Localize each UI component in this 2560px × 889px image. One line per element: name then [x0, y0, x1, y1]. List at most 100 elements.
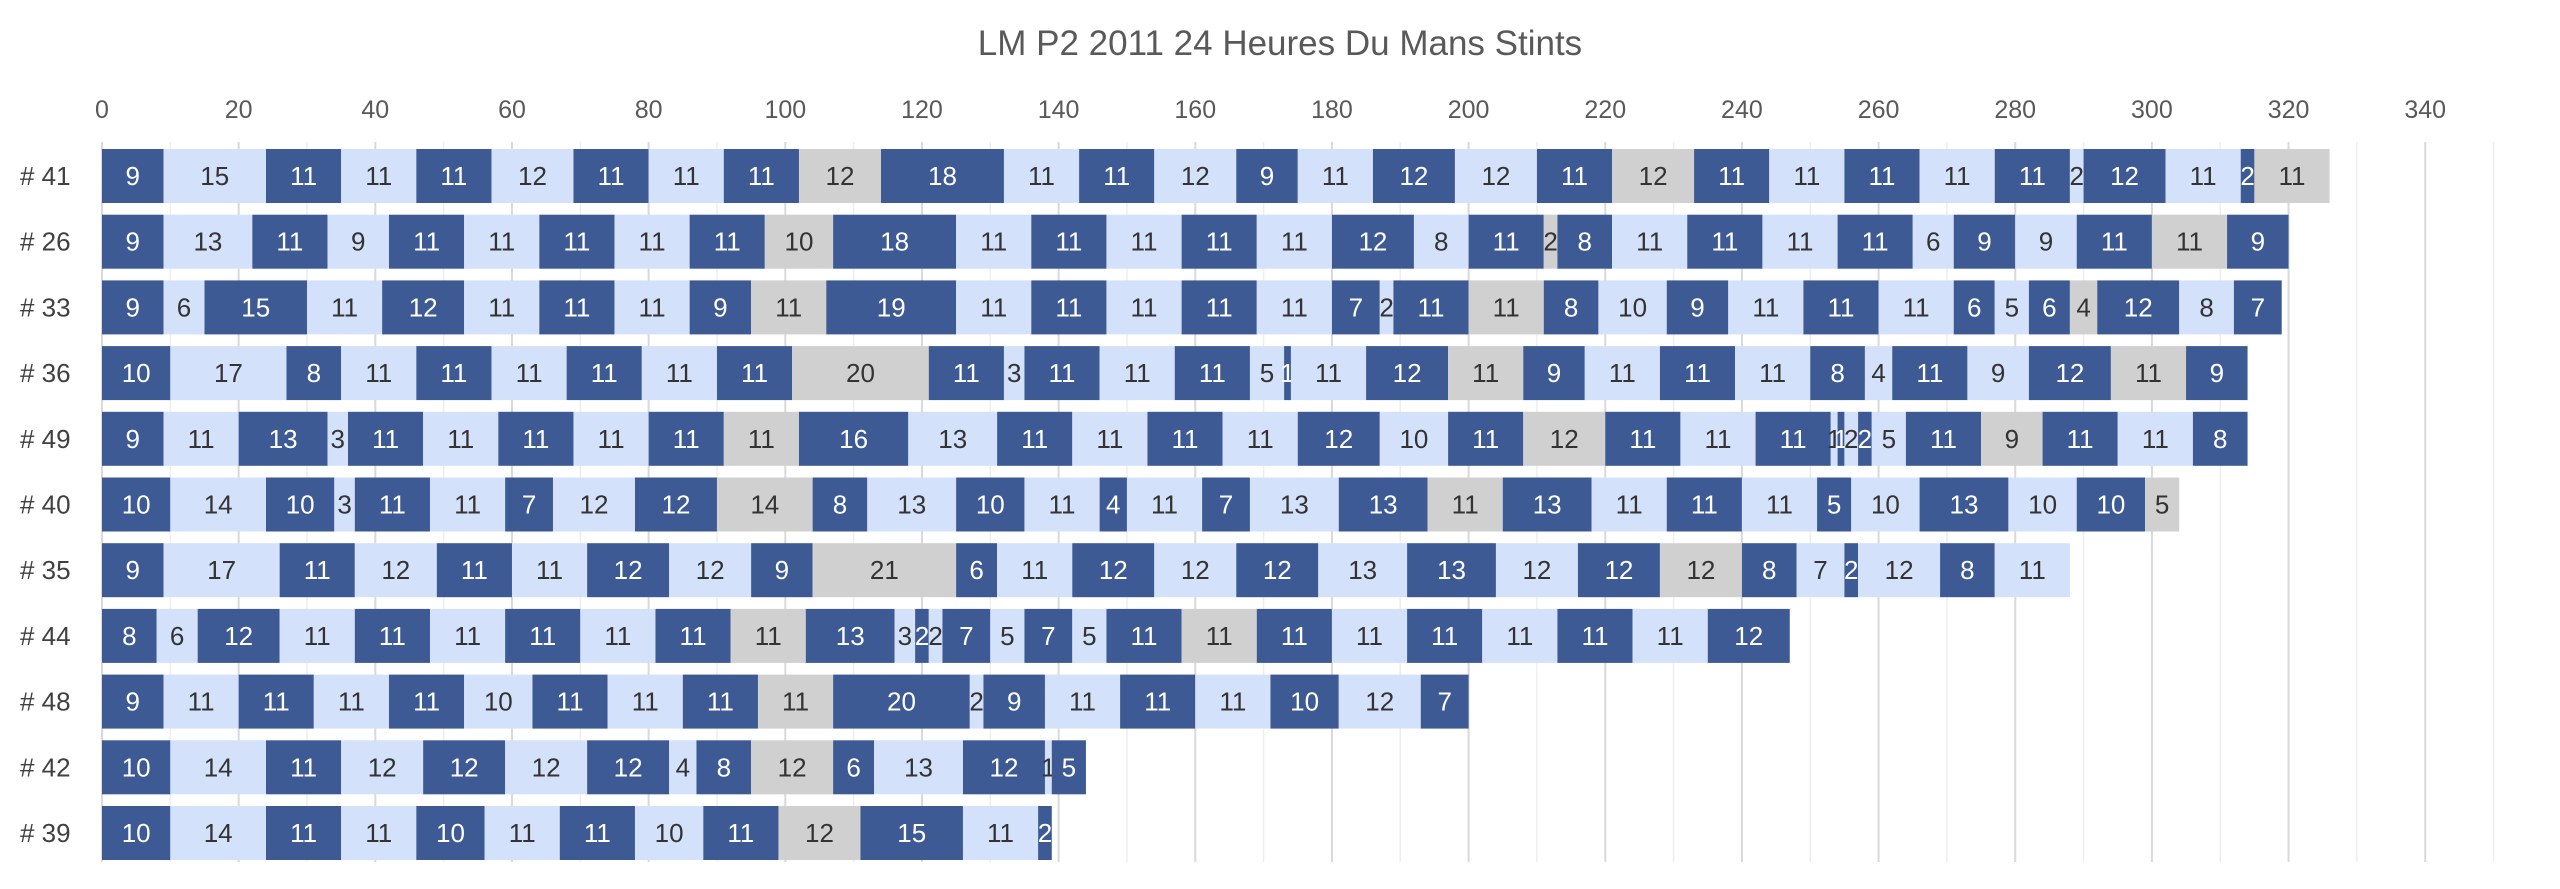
stint-label: 11 — [2135, 358, 2162, 388]
stint-label: 11 — [980, 227, 1007, 257]
x-tick-label: 240 — [1721, 96, 1763, 124]
stint-label: 8 — [1564, 292, 1578, 322]
stint-bar — [1044, 740, 1052, 795]
stint-label: 7 — [1437, 687, 1451, 717]
stint-bar — [279, 543, 355, 598]
stint-label: 10 — [122, 490, 151, 520]
stint-label: 10 — [976, 490, 1005, 520]
stint-bar — [751, 740, 834, 795]
row-label: # 41 — [20, 161, 71, 191]
stint-bar — [634, 477, 717, 532]
stint-label: 12 — [614, 752, 643, 782]
stint-bar — [1393, 280, 1469, 335]
stint-label: 11 — [1096, 424, 1123, 454]
stint-label: 12 — [450, 752, 479, 782]
stint-label: 5 — [2155, 490, 2169, 520]
stint-bar — [1495, 543, 1578, 598]
stint-bar — [1769, 149, 1845, 203]
x-tick-label: 120 — [901, 96, 943, 124]
stint-bar — [436, 543, 512, 598]
stint-bar — [1072, 608, 1107, 663]
row-label: # 42 — [20, 752, 71, 782]
stint-label: 7 — [1219, 490, 1233, 520]
stint-bar — [716, 346, 793, 401]
row-label: # 39 — [20, 818, 71, 848]
stint-bar — [429, 608, 506, 663]
stint-label: 10 — [122, 818, 151, 848]
stint-label: 9 — [2039, 227, 2053, 257]
stint-bar — [833, 740, 875, 795]
stint-bar — [484, 806, 560, 860]
stint-bar — [163, 674, 239, 729]
chart-title: LM P2 2011 24 Heures Du Mans Stints — [977, 24, 1583, 63]
stint-bar — [1338, 674, 1421, 729]
stint-bar — [1468, 280, 1544, 335]
stint-bar — [1994, 280, 2029, 335]
stint-label: 11 — [2190, 161, 2217, 191]
stint-label: 13 — [904, 752, 933, 782]
stint-bar — [1994, 149, 2070, 203]
stint-bar — [2083, 149, 2166, 203]
stint-label: 15 — [241, 292, 270, 322]
stint-label: 5 — [1827, 490, 1841, 520]
stint-label: 11 — [1431, 621, 1458, 651]
stint-label: 11 — [331, 292, 358, 322]
stint-bar — [1195, 674, 1271, 729]
stint-bar — [1003, 346, 1025, 401]
stint-bar — [2042, 411, 2118, 466]
stint-bar — [1154, 543, 1237, 598]
stint-bar — [812, 543, 957, 598]
stint-label: 11 — [673, 424, 700, 454]
stint-label: 8 — [717, 752, 731, 782]
stint-bar — [1666, 477, 1742, 532]
stint-label: 11 — [488, 227, 515, 257]
stint-bar — [252, 214, 328, 269]
stint-label: 12 — [1181, 161, 1210, 191]
stint-label: 9 — [1260, 161, 1274, 191]
stint-bar — [1454, 149, 1537, 203]
stint-label: 2 — [928, 621, 942, 651]
stint-bar — [614, 214, 690, 269]
stint-bar — [580, 608, 656, 663]
stint-label: 12 — [2110, 161, 2139, 191]
stint-label: 4 — [2076, 292, 2090, 322]
stint-label: 11 — [1609, 358, 1636, 388]
stint-label: 4 — [1106, 490, 1120, 520]
stint-label: 13 — [193, 227, 222, 257]
stint-label: 8 — [2213, 424, 2227, 454]
stint-bar — [102, 740, 171, 795]
stint-bar — [341, 806, 417, 860]
stint-bar — [2186, 346, 2248, 401]
stint-label: 11 — [365, 358, 392, 388]
stint-label: 13 — [1280, 490, 1309, 520]
stint-label: 2 — [1543, 227, 1557, 257]
stint-bar — [723, 149, 799, 203]
stint-label: 12 — [532, 752, 561, 782]
stint-label: 11 — [447, 424, 474, 454]
row-label: # 44 — [20, 621, 71, 651]
x-tick-label: 60 — [498, 96, 526, 124]
stint-label: 11 — [953, 358, 980, 388]
x-tick-label: 300 — [2131, 96, 2173, 124]
stint-bar — [1106, 280, 1182, 335]
stint-bar — [197, 608, 280, 663]
stint-bar — [1448, 411, 1524, 466]
stint-label: 11 — [2142, 424, 2169, 454]
stint-bar — [880, 149, 1004, 203]
stint-label: 9 — [126, 161, 140, 191]
stint-bar — [2117, 411, 2193, 466]
stint-bar — [1892, 346, 1968, 401]
stint-bar — [1844, 149, 1920, 203]
stint-label: 9 — [775, 555, 789, 585]
stint-label: 11 — [680, 621, 707, 651]
stint-label: 11 — [598, 424, 625, 454]
stint-label: 12 — [1550, 424, 1579, 454]
stint-label: 12 — [1099, 555, 1128, 585]
stint-label: 2 — [1858, 424, 1872, 454]
stint-bar — [2110, 346, 2187, 401]
stint-bar — [1557, 608, 1633, 663]
stint-label: 11 — [1691, 490, 1718, 520]
stint-label: 11 — [516, 358, 543, 388]
stint-bar — [1051, 740, 1086, 795]
stint-label: 12 — [2124, 292, 2153, 322]
